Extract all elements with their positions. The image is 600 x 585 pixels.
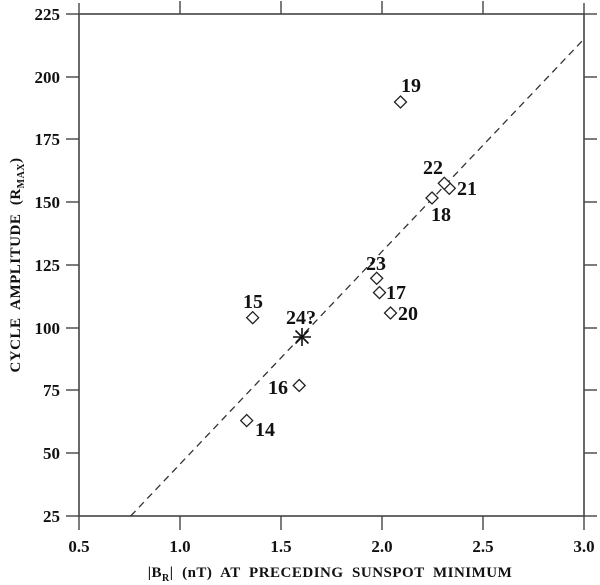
y-tick-label: 200 [35,68,61,87]
x-tick-label: 1.5 [270,537,291,556]
point-label-14: 14 [255,419,275,441]
y-tick-label: 75 [43,381,60,400]
x-axis-label: |BR| (nT) AT PRECEDING SUNSPOT MINIMUM [148,565,513,584]
y-tick-label: 125 [35,256,61,275]
x-tick-label: 3.0 [573,537,594,556]
diamond-marker-19 [393,95,408,109]
y-tick-label: 225 [35,5,61,24]
diamond-marker-18 [425,191,439,205]
diamond-marker-20 [383,306,398,320]
x-tick-label: 0.5 [68,537,89,556]
point-label-22: 22 [423,157,443,179]
y-tick-label: 150 [35,193,61,212]
y-tick-label: 100 [35,319,61,338]
x-tick-label: 2.0 [371,537,392,556]
y-axis-label: CYCLE AMPLITUDE (RMAX) [8,157,27,372]
point-label-24: 24? [286,307,316,329]
diamond-marker-16 [292,378,307,393]
point-label-15: 15 [243,291,263,313]
point-label-23: 23 [366,253,386,275]
data-points [239,95,457,428]
point-label-19: 19 [401,75,421,97]
y-tick-labels: 25 50 75 100 125 150 175 200 225 [35,5,61,526]
y-tick-label: 50 [43,444,60,463]
plot-frame [78,13,585,517]
y-tick-label: 175 [35,130,61,149]
x-tick-label: 1.0 [169,537,190,556]
diamond-marker-22 [437,176,452,191]
point-label-20: 20 [398,303,418,325]
diamond-marker-23 [369,271,384,286]
point-label-21: 21 [457,178,477,200]
diamond-marker-15 [245,310,260,325]
point-label-18: 18 [431,204,451,226]
y-axis-ticks [66,76,597,454]
diamond-marker-14 [239,413,254,428]
x-tick-labels: 0.5 1.0 1.5 2.0 2.5 3.0 [68,537,594,556]
point-label-17: 17 [386,282,406,304]
fit-line [130,38,585,517]
frame-corner-marks [66,3,597,530]
point-label-16: 16 [268,377,288,399]
y-tick-label: 25 [43,507,60,526]
x-tick-label: 2.5 [472,537,493,556]
asterisk-marker-24 [293,328,311,346]
x-axis-ticks [179,1,484,530]
point-labels: 14 15 16 17 18 19 20 21 22 23 24? [243,75,477,441]
diamond-marker-17 [372,285,387,300]
